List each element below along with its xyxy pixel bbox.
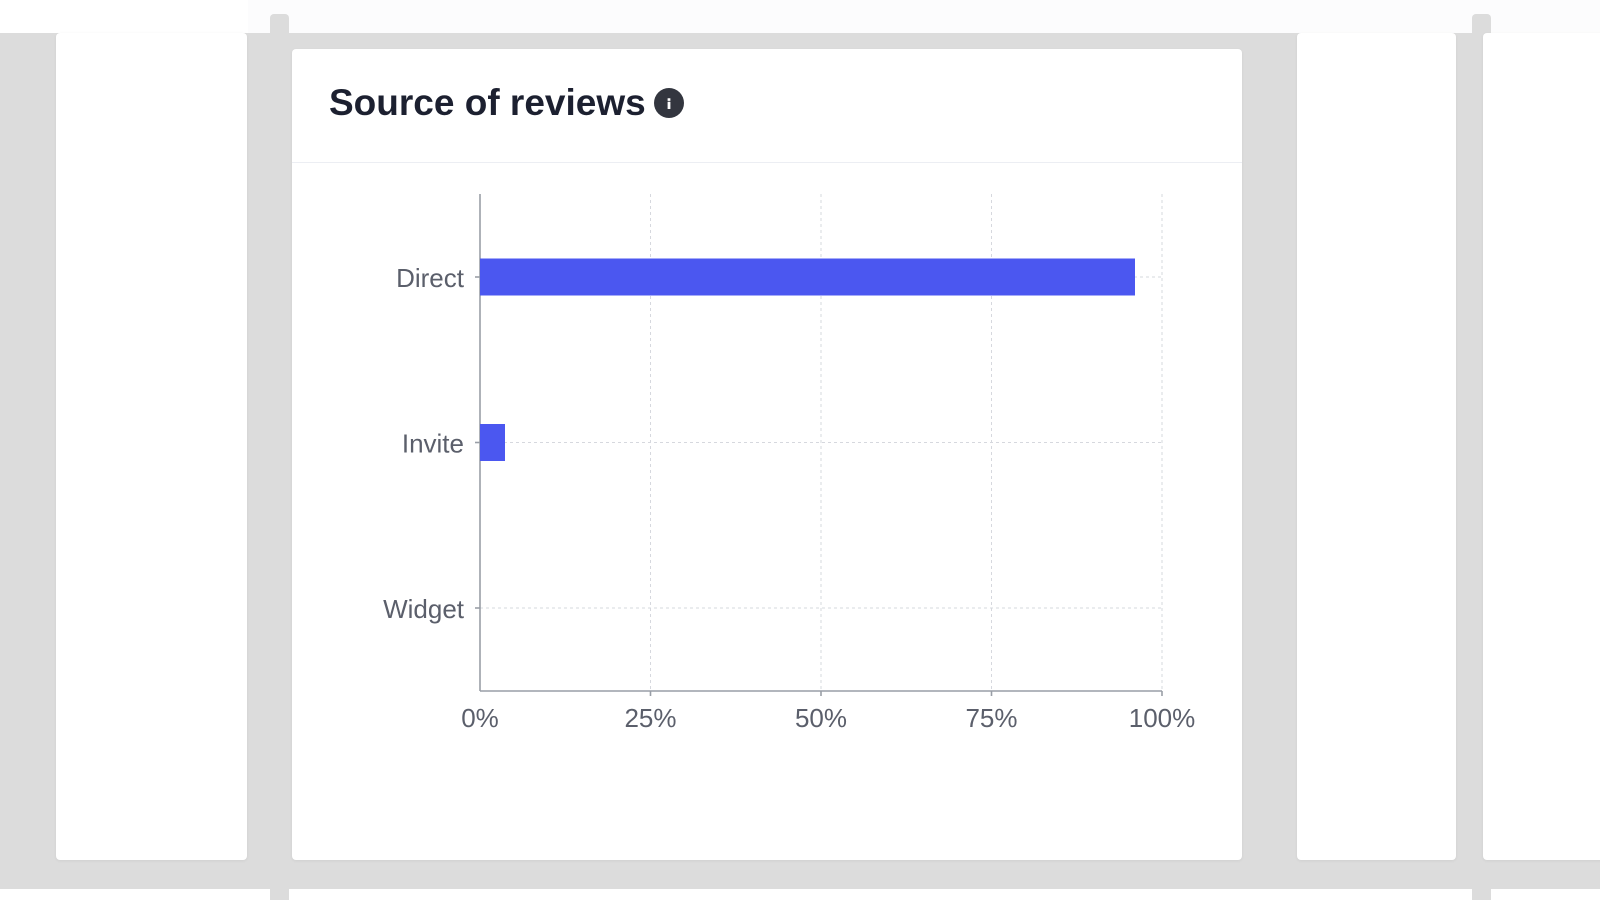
svg-text:75%: 75% — [965, 703, 1017, 733]
svg-text:25%: 25% — [624, 703, 676, 733]
svg-text:Invite: Invite — [402, 429, 464, 459]
svg-text:Direct: Direct — [396, 263, 465, 293]
svg-text:0%: 0% — [461, 703, 499, 733]
svg-text:100%: 100% — [1129, 703, 1196, 733]
svg-text:Widget: Widget — [383, 594, 465, 624]
svg-text:50%: 50% — [795, 703, 847, 733]
